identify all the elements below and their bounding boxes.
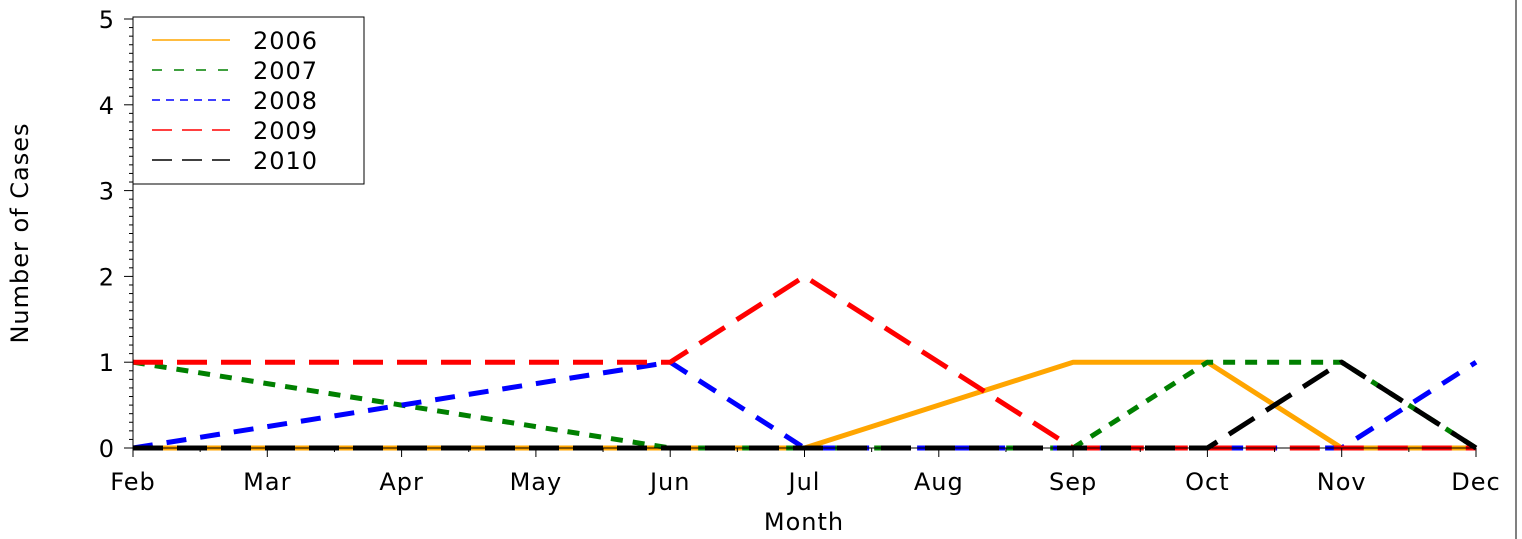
legend-label-2010: 2010 xyxy=(253,147,318,175)
x-tick-label: Aug xyxy=(914,468,964,496)
y-tick-label: 1 xyxy=(99,349,115,377)
x-tick-label: Mar xyxy=(243,468,291,496)
y-tick-label: 3 xyxy=(99,178,115,206)
axes-layer: 0 1 2 3 4 5 Feb Mar Apr May Jun Jul Aug Sep Oct Nov Dec xyxy=(99,6,1500,496)
x-tick-label: Oct xyxy=(1185,468,1230,496)
x-tick-label: Nov xyxy=(1317,468,1367,496)
x-tick-label: Dec xyxy=(1451,468,1500,496)
y-axis-title: Number of Cases xyxy=(6,122,34,343)
y-tick-label: 2 xyxy=(99,263,115,291)
y-tick-label: 5 xyxy=(99,6,115,34)
series-line-2007 xyxy=(132,359,1478,451)
y-tick-label: 0 xyxy=(99,435,115,463)
legend-label-2009: 2009 xyxy=(253,117,318,145)
x-axis-title: Month xyxy=(764,508,844,536)
legend-label-2007: 2007 xyxy=(253,57,318,85)
x-tick-label: Apr xyxy=(379,468,424,496)
x-tick-label: Sep xyxy=(1049,468,1097,496)
y-tick-label: 4 xyxy=(99,92,115,120)
legend-label-2006: 2006 xyxy=(253,27,318,55)
x-tick-label: Jun xyxy=(648,468,691,496)
x-tick-label: Feb xyxy=(110,468,156,496)
x-tick-label: Jul xyxy=(787,468,821,496)
legend-label-2008: 2008 xyxy=(253,87,318,115)
x-tick-label: May xyxy=(510,468,563,496)
